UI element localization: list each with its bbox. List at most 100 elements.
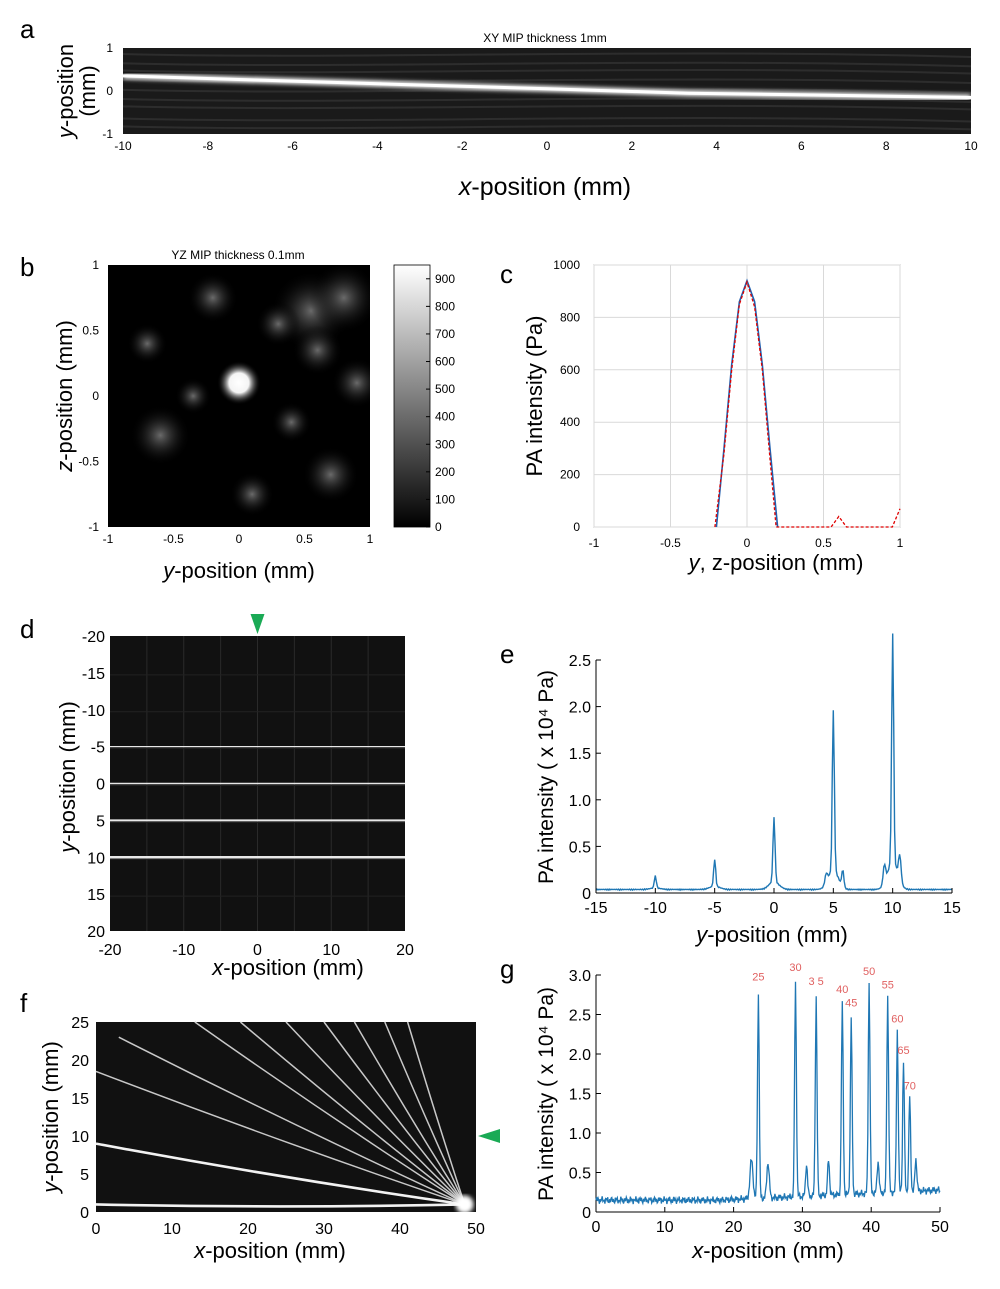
panel-label-d: d [20, 614, 34, 644]
panel-c-xlabel: y, z-position (mm) [687, 550, 864, 575]
panel-c-xtick: 1 [897, 536, 904, 550]
panel-c-xtick: 0.5 [815, 536, 832, 550]
panel-b-background-blob [127, 323, 168, 364]
panel-b-ytick: 0.5 [82, 324, 99, 338]
panel-d-xlabel: x-position (mm) [211, 955, 364, 980]
panel-a-title: XY MIP thickness 1mm [483, 31, 607, 45]
panel-f-fan-line [95, 1142, 465, 1206]
panel-g-peak-label: 50 [863, 966, 875, 978]
panel-a-noise-streak [122, 117, 972, 123]
panel-b-background-blob [175, 378, 212, 414]
panel-f-hub [455, 1195, 474, 1214]
panel-d-ytick: -20 [82, 629, 105, 646]
panel-e-xtick: -10 [644, 900, 667, 917]
panel-a-xtick: 10 [964, 139, 978, 153]
panel-g-peak-label: 40 [836, 984, 848, 996]
panel-b-ytick: 1 [92, 258, 99, 272]
panel-b-background-blob [308, 265, 370, 333]
panel-f-ylabel: y-position (mm) [38, 1041, 63, 1195]
panel-b-colorbar-tick: 800 [435, 299, 455, 313]
panel-b-colorbar-tick: 500 [435, 382, 455, 396]
panel-a-xtick: 6 [798, 139, 805, 153]
panel-e-ytick: 2.0 [569, 700, 591, 717]
panel-a-noise-streak [122, 52, 972, 58]
panel-f-fan-line [95, 1070, 465, 1206]
panel-g-ytick: 3.0 [569, 968, 591, 985]
panel-g-xtick: 10 [656, 1219, 674, 1236]
panel-b-background-blob [187, 272, 238, 323]
panel-d-xtick: -20 [98, 942, 121, 959]
panel-a-xtick: -6 [287, 139, 298, 153]
panel-d-ylabel: y-position (mm) [55, 701, 80, 855]
panel-g-peak-label: 45 [845, 998, 857, 1010]
panel-b-peak [217, 360, 261, 405]
panel-g-peak-label: 3 5 [809, 976, 824, 988]
panel-g-ytick: 2.5 [569, 1008, 591, 1025]
panel-e-xtick: -15 [584, 900, 607, 917]
panel-c-xtick: -1 [589, 536, 600, 550]
panel-a-noise-streak [122, 68, 972, 75]
panel-a-xtick: 2 [628, 139, 635, 153]
panel-d-ytick: 0 [96, 777, 105, 794]
panel-f-fan-line [406, 1021, 466, 1205]
panel-a-ytick: 0 [106, 84, 113, 98]
panel-c-series-red-dashed [714, 279, 901, 528]
panel-a-xtick: -10 [114, 139, 132, 153]
panel-e-xtick: 15 [943, 900, 961, 917]
panel-a-xtick: -8 [202, 139, 213, 153]
panel-f-ytick: 15 [71, 1091, 89, 1108]
panel-e-series [595, 633, 953, 892]
panel-g-ytick: 0 [582, 1205, 591, 1222]
panel-d: -20 -10 0 10 20 -20 -15 -10 -5 0 5 10 15 20 x-positi… [55, 614, 414, 980]
panel-f-xtick: 40 [391, 1221, 409, 1238]
panel-f-xtick: 0 [92, 1221, 101, 1238]
panel-b-background-blob [256, 301, 301, 346]
panel-b: YZ MIP thickness 0.1mm 900 800 700 600 500 40… [52, 248, 455, 583]
panel-a-xtick: 0 [544, 139, 551, 153]
panel-g-ytick: 2.0 [569, 1047, 591, 1064]
panel-f-fan-line [353, 1021, 466, 1205]
panel-b-background-blob [130, 405, 191, 466]
panel-d-xtick: 20 [396, 942, 414, 959]
panel-b-colorbar-tick: 400 [435, 410, 455, 424]
panel-f-fan-line [323, 1021, 466, 1205]
panel-a-xtick: 4 [713, 139, 720, 153]
panel-f-xlabel: x-position (mm) [193, 1238, 346, 1263]
panel-d-xtick: -10 [172, 942, 195, 959]
panel-e-xtick: 0 [770, 900, 779, 917]
panel-g-peak-label: 70 [904, 1081, 916, 1093]
panel-b-ylabel: z-position (mm) [52, 320, 77, 473]
panel-f-fan-line [285, 1021, 466, 1205]
panel-c-ytick: 800 [560, 310, 580, 324]
panel-b-colorbar [393, 264, 431, 528]
panel-g-ytick: 0.5 [569, 1166, 591, 1183]
panel-b-background-blob [230, 472, 275, 517]
panel-e-xtick: 5 [829, 900, 838, 917]
panel-e-xtick: -5 [708, 900, 722, 917]
panel-e-ytick: 1.5 [569, 746, 591, 763]
panel-d-ytick: -5 [91, 740, 105, 757]
panel-g: 25 30 3 5 40 45 50 55 60 65 70 0 10 20 30 40 50 0 0.5 1.… [535, 962, 949, 1263]
panel-g-peak-label: 30 [789, 962, 801, 974]
panel-a-noise-streak [122, 97, 972, 104]
panel-a-xtick: -2 [457, 139, 468, 153]
panel-label-g: g [500, 954, 514, 984]
panel-label-e: e [500, 639, 514, 669]
panel-d-ytick: 20 [87, 924, 105, 941]
panel-a-noise-streak [122, 124, 972, 131]
panel-g-peak-label: 65 [897, 1045, 909, 1057]
panel-label-f: f [20, 988, 28, 1018]
panel-f-fan-line [194, 1021, 466, 1206]
panel-e-xlabel: y-position (mm) [694, 922, 848, 947]
panel-f-fan-line [239, 1021, 466, 1205]
panel-f-fan-line [118, 1036, 465, 1206]
panel-f-fan-line [95, 1203, 465, 1208]
panel-b-xtick: 1 [367, 532, 374, 546]
panel-a-noise-streak [122, 104, 972, 111]
panel-e-ytick: 0 [582, 886, 591, 903]
panel-g-peak-label: 25 [752, 971, 764, 983]
panel-g-series [595, 981, 941, 1206]
svg-text:y-position: y-position [53, 44, 78, 140]
panel-f-ytick: 10 [71, 1129, 89, 1146]
